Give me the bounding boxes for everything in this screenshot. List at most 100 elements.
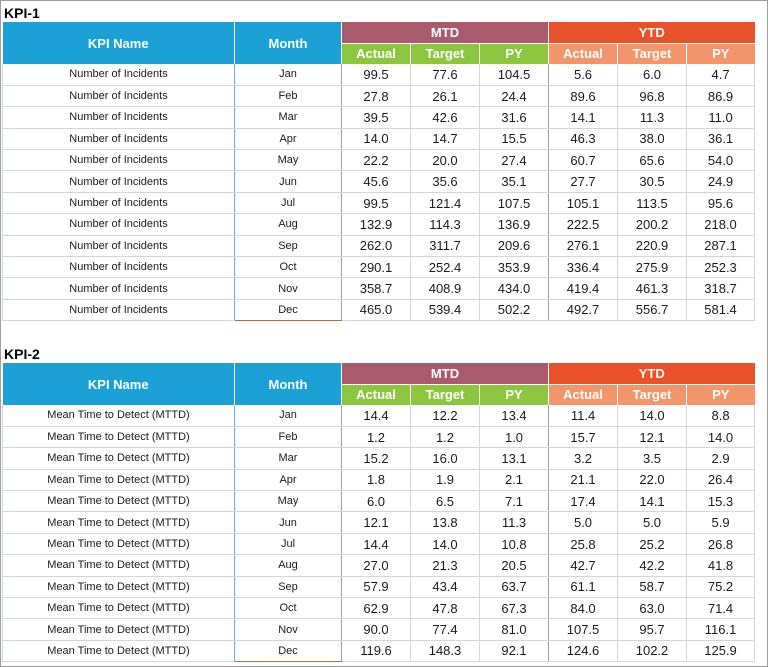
ytd-target-cell[interactable]: 30.5 [617,170,688,193]
mtd-py-cell[interactable]: 13.1 [479,447,550,470]
month-cell[interactable]: Jul [234,533,342,556]
kpi-name-cell[interactable]: Number of Incidents [2,149,235,172]
kpi-name-cell[interactable]: Number of Incidents [2,235,235,258]
kpi-name-cell[interactable]: Mean Time to Detect (MTTD) [2,618,235,641]
mtd-py-cell[interactable]: 502.2 [479,299,550,322]
mtd-py-cell[interactable]: 11.3 [479,511,550,534]
month-cell[interactable]: Sep [234,576,342,599]
mtd-target-cell[interactable]: 42.6 [410,106,480,129]
mtd-target-cell[interactable]: 311.7 [410,235,480,258]
ytd-py-cell[interactable]: 252.3 [686,256,756,279]
ytd-target-cell[interactable]: 25.2 [617,533,688,556]
ytd-actual-cell[interactable]: 5.6 [548,64,619,86]
mtd-actual-cell[interactable]: 39.5 [341,106,411,129]
mtd-py-cell[interactable]: 1.0 [479,426,550,449]
kpi-name-cell[interactable]: Number of Incidents [2,213,235,236]
kpi-name-cell[interactable]: Number of Incidents [2,256,235,279]
kpi-name-cell[interactable]: Number of Incidents [2,85,235,108]
ytd-target-cell[interactable]: 38.0 [617,128,688,151]
month-cell[interactable]: Mar [234,106,342,129]
ytd-target-cell[interactable]: 65.6 [617,149,688,172]
mtd-target-cell[interactable]: 13.8 [410,511,480,534]
mtd-target-cell[interactable]: 114.3 [410,213,480,236]
month-cell[interactable]: Feb [234,426,342,449]
mtd-py-cell[interactable]: 24.4 [479,85,550,108]
kpi-name-cell[interactable]: Mean Time to Detect (MTTD) [2,511,235,534]
mtd-target-cell[interactable]: 43.4 [410,576,480,599]
kpi-name-cell[interactable]: Mean Time to Detect (MTTD) [2,426,235,449]
ytd-py-cell[interactable]: 8.8 [686,405,756,427]
kpi-name-cell[interactable]: Mean Time to Detect (MTTD) [2,554,235,577]
kpi-name-cell[interactable]: Mean Time to Detect (MTTD) [2,576,235,599]
mtd-py-cell[interactable]: 20.5 [479,554,550,577]
month-cell[interactable]: Dec [234,640,342,663]
month-cell[interactable]: Apr [234,128,342,151]
mtd-actual-cell[interactable]: 27.8 [341,85,411,108]
ytd-py-cell[interactable]: 11.0 [686,106,756,129]
mtd-target-cell[interactable]: 252.4 [410,256,480,279]
ytd-target-cell[interactable]: 14.0 [617,405,688,427]
month-cell[interactable]: May [234,490,342,513]
month-cell[interactable]: Nov [234,618,342,641]
mtd-py-cell[interactable]: 63.7 [479,576,550,599]
month-cell[interactable]: Feb [234,85,342,108]
ytd-target-cell[interactable]: 102.2 [617,640,688,663]
mtd-actual-cell[interactable]: 262.0 [341,235,411,258]
ytd-actual-cell[interactable]: 25.8 [548,533,619,556]
ytd-py-cell[interactable]: 24.9 [686,170,756,193]
mtd-target-cell[interactable]: 539.4 [410,299,480,322]
ytd-target-cell[interactable]: 58.7 [617,576,688,599]
ytd-actual-cell[interactable]: 492.7 [548,299,619,322]
ytd-actual-cell[interactable]: 21.1 [548,469,619,492]
mtd-target-cell[interactable]: 47.8 [410,597,480,620]
mtd-actual-cell[interactable]: 99.5 [341,192,411,215]
month-cell[interactable]: Sep [234,235,342,258]
mtd-target-cell[interactable]: 35.6 [410,170,480,193]
ytd-py-cell[interactable]: 86.9 [686,85,756,108]
ytd-py-cell[interactable]: 287.1 [686,235,756,258]
ytd-target-cell[interactable]: 461.3 [617,277,688,300]
ytd-py-cell[interactable]: 54.0 [686,149,756,172]
mtd-target-cell[interactable]: 20.0 [410,149,480,172]
mtd-actual-cell[interactable]: 15.2 [341,447,411,470]
kpi-name-cell[interactable]: Number of Incidents [2,106,235,129]
mtd-target-cell[interactable]: 26.1 [410,85,480,108]
ytd-py-cell[interactable]: 5.9 [686,511,756,534]
month-cell[interactable]: Dec [234,299,342,322]
mtd-actual-cell[interactable]: 132.9 [341,213,411,236]
mtd-target-cell[interactable]: 12.2 [410,405,480,427]
ytd-target-cell[interactable]: 5.0 [617,511,688,534]
ytd-py-cell[interactable]: 26.8 [686,533,756,556]
ytd-target-cell[interactable]: 220.9 [617,235,688,258]
mtd-py-cell[interactable]: 434.0 [479,277,550,300]
ytd-actual-cell[interactable]: 5.0 [548,511,619,534]
mtd-actual-cell[interactable]: 12.1 [341,511,411,534]
mtd-actual-cell[interactable]: 22.2 [341,149,411,172]
ytd-target-cell[interactable]: 22.0 [617,469,688,492]
kpi-name-cell[interactable]: Mean Time to Detect (MTTD) [2,447,235,470]
ytd-py-cell[interactable]: 75.2 [686,576,756,599]
ytd-target-cell[interactable]: 14.1 [617,490,688,513]
ytd-target-cell[interactable]: 96.8 [617,85,688,108]
mtd-py-cell[interactable]: 2.1 [479,469,550,492]
ytd-actual-cell[interactable]: 11.4 [548,405,619,427]
mtd-actual-cell[interactable]: 14.4 [341,533,411,556]
mtd-actual-cell[interactable]: 6.0 [341,490,411,513]
mtd-py-cell[interactable]: 104.5 [479,64,550,86]
mtd-py-cell[interactable]: 7.1 [479,490,550,513]
mtd-actual-cell[interactable]: 465.0 [341,299,411,322]
mtd-py-cell[interactable]: 27.4 [479,149,550,172]
mtd-target-cell[interactable]: 6.5 [410,490,480,513]
mtd-py-cell[interactable]: 15.5 [479,128,550,151]
mtd-actual-cell[interactable]: 90.0 [341,618,411,641]
month-cell[interactable]: Jul [234,192,342,215]
mtd-py-cell[interactable]: 107.5 [479,192,550,215]
mtd-target-cell[interactable]: 148.3 [410,640,480,663]
month-cell[interactable]: Apr [234,469,342,492]
ytd-actual-cell[interactable]: 105.1 [548,192,619,215]
mtd-target-cell[interactable]: 14.0 [410,533,480,556]
mtd-target-cell[interactable]: 21.3 [410,554,480,577]
mtd-actual-cell[interactable]: 27.0 [341,554,411,577]
mtd-target-cell[interactable]: 16.0 [410,447,480,470]
ytd-target-cell[interactable]: 113.5 [617,192,688,215]
